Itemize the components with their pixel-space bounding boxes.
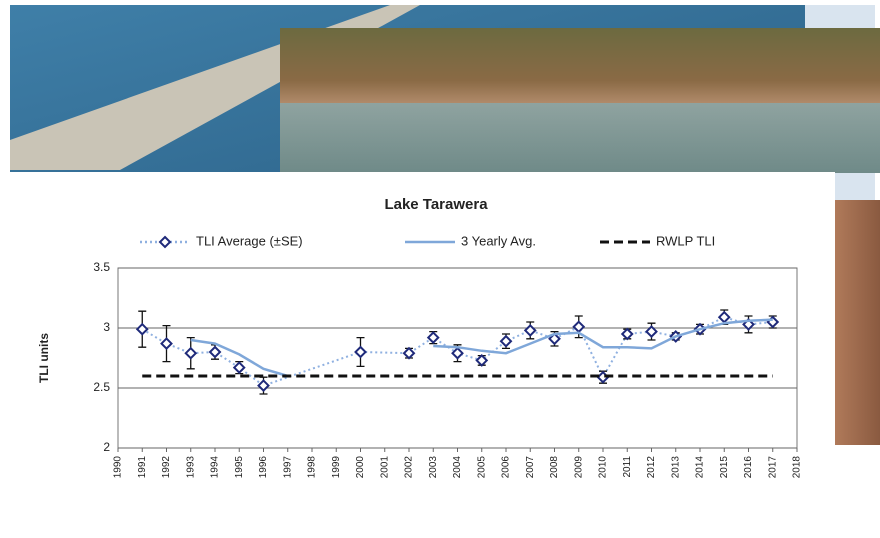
legend-label: TLI Average (±SE) — [196, 233, 303, 248]
x-tick-label: 1992 — [161, 456, 172, 479]
x-tick-label: 2010 — [598, 456, 609, 479]
x-tick-label: 2017 — [767, 456, 778, 479]
x-tick-label: 2014 — [695, 456, 706, 479]
y-tick-label: 2 — [103, 440, 110, 454]
photo-reeds — [835, 200, 880, 445]
chart-title: Lake Tarawera — [384, 196, 488, 213]
x-tick-label: 1994 — [210, 456, 221, 479]
x-tick-label: 2004 — [452, 456, 463, 479]
x-tick-label: 1993 — [185, 456, 196, 479]
x-tick-label: 2015 — [719, 456, 730, 479]
screen: Lake Tarawera TLI units 2 2.5 3 3.5 1990 1991… — [0, 0, 880, 533]
x-tick-label: 2005 — [476, 456, 487, 479]
x-tick-label: 2002 — [404, 456, 415, 479]
x-tick-label: 2007 — [525, 456, 536, 479]
x-tick-label: 1998 — [307, 456, 318, 479]
x-tick-label: 1990 — [113, 456, 124, 479]
x-tick-label: 2009 — [573, 456, 584, 479]
photo-shrubland — [280, 28, 880, 103]
x-tick-label: 1995 — [234, 456, 245, 479]
x-tick-label: 2018 — [792, 456, 803, 479]
x-tick-label: 2001 — [379, 456, 390, 479]
plot: 2 2.5 3 3.5 1990 1991 1992 1993 1994 1995 1996 1997… — [93, 233, 802, 478]
x-tick-label: 1996 — [258, 456, 269, 479]
x-tick-label: 2013 — [670, 456, 681, 479]
x-tick-label: 1991 — [137, 456, 148, 479]
y-tick-label: 3 — [103, 320, 110, 334]
x-tick-label: 2012 — [646, 456, 657, 479]
y-tick-label: 3.5 — [93, 260, 110, 274]
photo-water — [280, 103, 880, 173]
x-tick-label: 2011 — [622, 456, 633, 478]
x-tick-label: 2003 — [428, 456, 439, 479]
y-tick-label: 2.5 — [93, 380, 110, 394]
x-tick-label: 2000 — [355, 456, 366, 479]
x-tick-label: 2006 — [501, 456, 512, 479]
legend-label: RWLP TLI — [656, 233, 715, 248]
x-tick-label: 2016 — [743, 456, 754, 479]
x-tick-label: 1999 — [331, 456, 342, 479]
y-axis-label: TLI units — [37, 333, 51, 383]
legend-label: 3 Yearly Avg. — [461, 233, 536, 248]
x-tick-label: 2008 — [549, 456, 560, 479]
x-tick-label: 1997 — [282, 456, 293, 479]
